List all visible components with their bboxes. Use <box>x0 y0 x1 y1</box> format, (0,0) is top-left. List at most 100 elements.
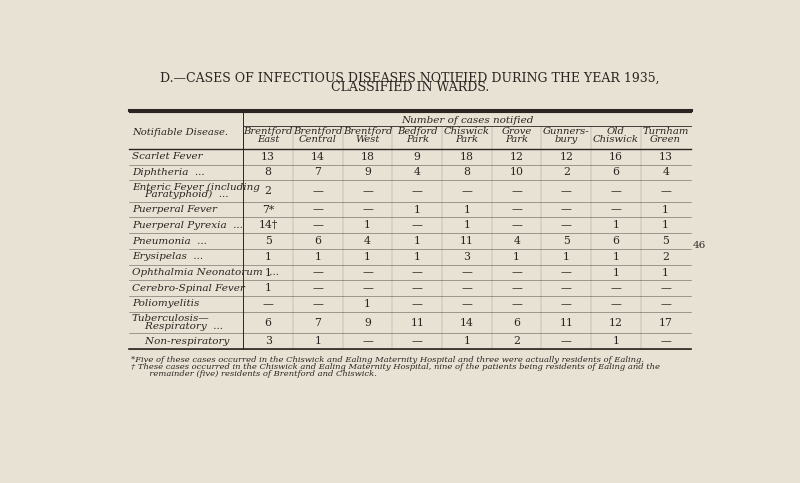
Text: —: — <box>561 220 572 230</box>
Text: Turnham: Turnham <box>642 128 689 136</box>
Text: —: — <box>610 299 622 309</box>
Text: 1: 1 <box>463 336 470 346</box>
Text: —: — <box>561 299 572 309</box>
Text: 3: 3 <box>265 336 272 346</box>
Text: 11: 11 <box>559 317 574 327</box>
Text: Enteric Fever (including: Enteric Fever (including <box>132 183 260 192</box>
Text: —: — <box>462 299 472 309</box>
Text: Bedford: Bedford <box>397 128 438 136</box>
Text: —: — <box>362 283 373 293</box>
Text: 13: 13 <box>262 152 275 162</box>
Text: 18: 18 <box>460 152 474 162</box>
Text: 8: 8 <box>265 168 272 177</box>
Text: 6: 6 <box>265 317 272 327</box>
Text: 1: 1 <box>265 268 272 278</box>
Text: Poliomyelitis: Poliomyelitis <box>132 299 199 309</box>
Text: Cerebro-Spinal Fever: Cerebro-Spinal Fever <box>132 284 245 293</box>
Text: —: — <box>313 299 323 309</box>
Text: —: — <box>561 268 572 278</box>
Text: 4: 4 <box>514 236 520 246</box>
Text: Notifiable Disease.: Notifiable Disease. <box>132 128 228 137</box>
Text: —: — <box>511 283 522 293</box>
Text: —: — <box>561 283 572 293</box>
Text: —: — <box>561 186 572 196</box>
Text: 1: 1 <box>662 220 670 230</box>
Text: 13: 13 <box>658 152 673 162</box>
Text: 11: 11 <box>460 236 474 246</box>
Text: Puerperal Pyrexia  ...: Puerperal Pyrexia ... <box>132 221 242 230</box>
Text: —: — <box>412 299 422 309</box>
Text: 2: 2 <box>662 252 670 262</box>
Text: —: — <box>362 268 373 278</box>
Text: 7: 7 <box>314 317 322 327</box>
Text: Non-respiratory: Non-respiratory <box>132 337 229 346</box>
Text: 14: 14 <box>460 317 474 327</box>
Text: 1: 1 <box>463 220 470 230</box>
Text: 12: 12 <box>609 317 623 327</box>
Text: remainder (five) residents of Brentford and Chiswick.: remainder (five) residents of Brentford … <box>131 370 377 378</box>
Text: East: East <box>257 135 279 144</box>
Text: Diphtheria  ...: Diphtheria ... <box>132 168 205 177</box>
Text: —: — <box>511 299 522 309</box>
Text: 6: 6 <box>613 168 619 177</box>
Text: *Five of these cases occurred in the Chiswick and Ealing Maternity Hospital and : *Five of these cases occurred in the Chi… <box>131 356 644 364</box>
Text: 2: 2 <box>563 168 570 177</box>
Text: 3: 3 <box>463 252 470 262</box>
Text: Park: Park <box>406 135 429 144</box>
Text: —: — <box>412 336 422 346</box>
Text: 9: 9 <box>414 152 421 162</box>
Text: 1: 1 <box>613 336 619 346</box>
Text: Park: Park <box>455 135 478 144</box>
Text: 1: 1 <box>563 252 570 262</box>
Text: 16: 16 <box>609 152 623 162</box>
Text: —: — <box>511 268 522 278</box>
Text: 2: 2 <box>265 186 272 196</box>
Text: 1: 1 <box>364 299 371 309</box>
Text: —: — <box>610 283 622 293</box>
Text: 1: 1 <box>414 252 421 262</box>
Text: —: — <box>362 186 373 196</box>
Text: 1: 1 <box>265 252 272 262</box>
Text: 1: 1 <box>314 252 322 262</box>
Text: 6: 6 <box>613 236 619 246</box>
Text: 1: 1 <box>662 268 670 278</box>
Text: Pneumonia  ...: Pneumonia ... <box>132 237 206 245</box>
Text: —: — <box>412 268 422 278</box>
Text: 1: 1 <box>314 336 322 346</box>
Text: 6: 6 <box>314 236 322 246</box>
Text: Tuberculosis—: Tuberculosis— <box>132 314 210 323</box>
Text: —: — <box>660 283 671 293</box>
Text: 5: 5 <box>563 236 570 246</box>
Text: —: — <box>462 268 472 278</box>
Text: 1: 1 <box>613 252 619 262</box>
Text: CLASSIFIED IN WARDS.: CLASSIFIED IN WARDS. <box>331 82 489 95</box>
Text: Gunners-: Gunners- <box>543 128 590 136</box>
Text: Ophthalmia Neonatorum  ...: Ophthalmia Neonatorum ... <box>132 268 278 277</box>
Text: bury: bury <box>554 135 578 144</box>
Text: 11: 11 <box>410 317 424 327</box>
Text: 9: 9 <box>364 317 371 327</box>
Text: Brentford: Brentford <box>294 128 342 136</box>
Text: 17: 17 <box>658 317 673 327</box>
Text: 5: 5 <box>662 236 669 246</box>
Text: 4: 4 <box>364 236 371 246</box>
Text: 14†: 14† <box>258 220 278 230</box>
Text: 5: 5 <box>265 236 272 246</box>
Text: 18: 18 <box>361 152 374 162</box>
Text: Grove: Grove <box>502 128 532 136</box>
Text: —: — <box>362 205 373 214</box>
Text: Old: Old <box>607 128 625 136</box>
Text: Chiswick: Chiswick <box>593 135 639 144</box>
Text: 1: 1 <box>513 252 520 262</box>
Text: 1: 1 <box>613 220 619 230</box>
Text: Respiratory  ...: Respiratory ... <box>132 322 222 331</box>
Text: —: — <box>412 220 422 230</box>
Text: 4: 4 <box>414 168 421 177</box>
Text: 1: 1 <box>662 205 670 214</box>
Text: —: — <box>610 205 622 214</box>
Text: 46: 46 <box>693 241 706 250</box>
Text: Central: Central <box>299 135 337 144</box>
Text: —: — <box>511 205 522 214</box>
Text: —: — <box>412 283 422 293</box>
Text: —: — <box>511 186 522 196</box>
